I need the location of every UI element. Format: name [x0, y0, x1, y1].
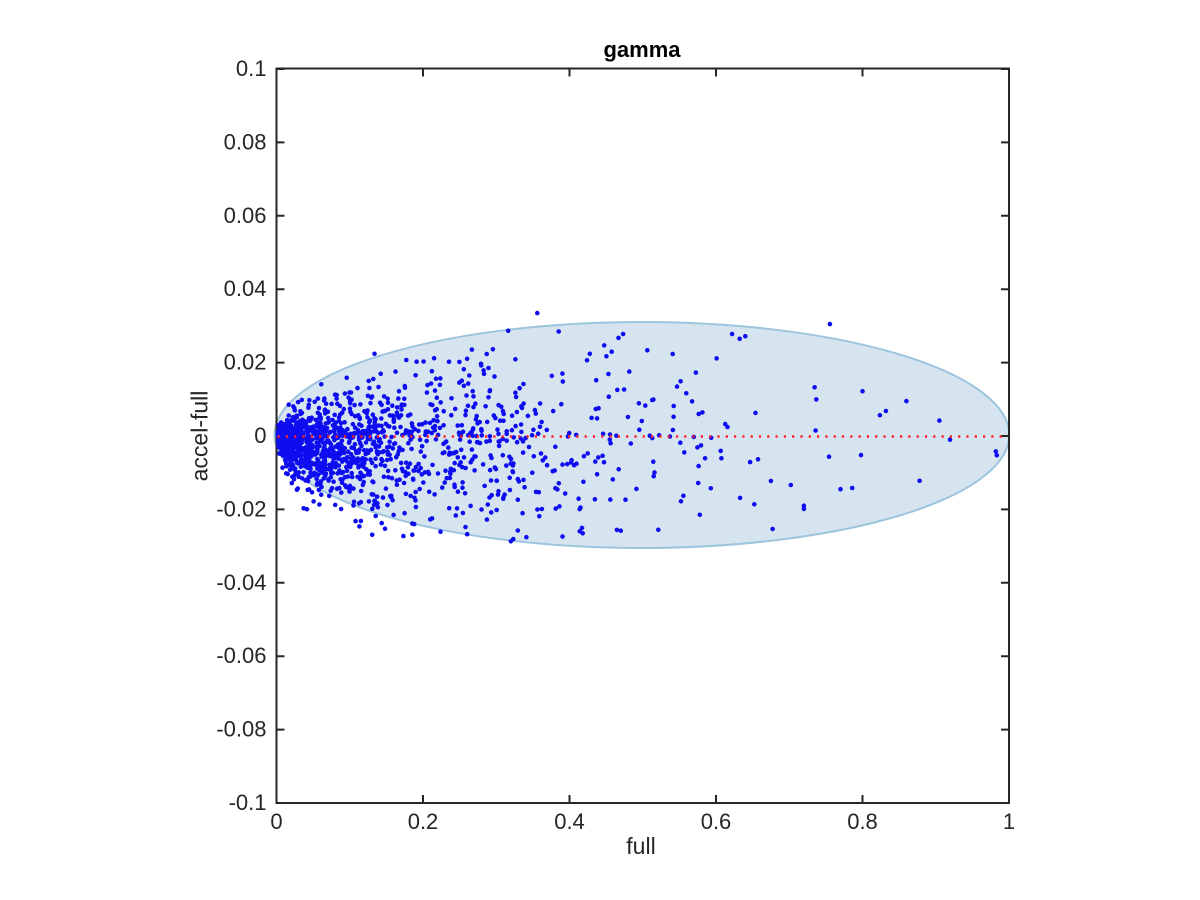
svg-text:0.02: 0.02 [224, 350, 267, 375]
svg-text:accel-full: accel-full [187, 391, 213, 482]
svg-text:full: full [626, 833, 655, 859]
svg-text:-0.08: -0.08 [216, 717, 266, 742]
svg-text:0.04: 0.04 [224, 276, 267, 301]
svg-text:gamma: gamma [603, 37, 681, 62]
svg-text:0.8: 0.8 [847, 809, 878, 834]
svg-text:-0.1: -0.1 [229, 790, 267, 815]
svg-text:-0.04: -0.04 [216, 570, 266, 595]
svg-text:-0.06: -0.06 [216, 643, 266, 668]
svg-text:0.6: 0.6 [701, 809, 732, 834]
svg-text:0: 0 [270, 809, 282, 834]
svg-text:0.08: 0.08 [224, 129, 267, 154]
svg-text:0.06: 0.06 [224, 203, 267, 228]
svg-text:0: 0 [254, 423, 266, 448]
svg-text:0.4: 0.4 [554, 809, 585, 834]
svg-text:1: 1 [1003, 809, 1015, 834]
svg-text:0.1: 0.1 [236, 56, 267, 81]
svg-text:0.2: 0.2 [408, 809, 439, 834]
svg-text:-0.02: -0.02 [216, 496, 266, 521]
